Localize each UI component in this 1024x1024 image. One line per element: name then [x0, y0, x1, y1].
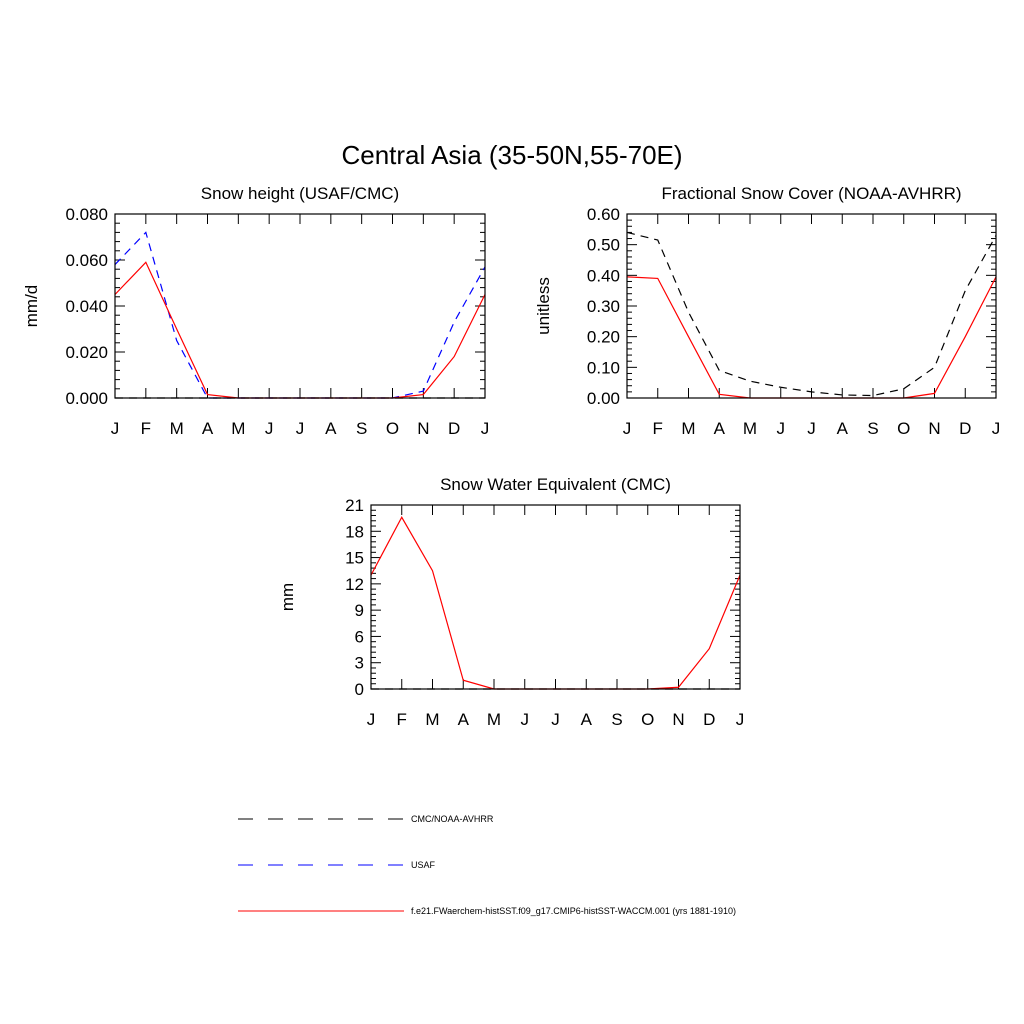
- x-tick-label: M: [231, 419, 245, 438]
- x-tick-label: J: [777, 419, 786, 438]
- y-tick-label: 0.40: [587, 266, 620, 285]
- x-tick-label: A: [458, 710, 470, 729]
- x-tick-label: J: [521, 710, 530, 729]
- x-tick-label: A: [202, 419, 214, 438]
- x-tick-label: J: [265, 419, 274, 438]
- x-tick-label: N: [928, 419, 940, 438]
- x-tick-label: N: [672, 710, 684, 729]
- y-tick-label: 0.060: [65, 251, 108, 270]
- y-tick-label: 0.020: [65, 343, 108, 362]
- panel-title: Snow height (USAF/CMC): [201, 184, 399, 203]
- y-tick-label: 0.30: [587, 297, 620, 316]
- x-tick-label: S: [611, 710, 622, 729]
- x-tick-label: F: [397, 710, 407, 729]
- panel-title: Fractional Snow Cover (NOAA-AVHRR): [661, 184, 961, 203]
- y-tick-label: 0.040: [65, 297, 108, 316]
- y-tick-label: 0.10: [587, 358, 620, 377]
- plot-frame: [114, 213, 486, 399]
- x-tick-label: J: [481, 419, 490, 438]
- x-tick-label: J: [992, 419, 1001, 438]
- x-tick-label: J: [807, 419, 816, 438]
- x-tick-label: A: [714, 419, 726, 438]
- y-axis-label: mm: [278, 583, 297, 611]
- y-tick-label: 3: [355, 654, 364, 673]
- panel-title: Snow Water Equivalent (CMC): [440, 475, 671, 494]
- legend-label: USAF: [411, 860, 436, 870]
- y-tick-label: 18: [345, 522, 364, 541]
- y-tick-label: 0.60: [587, 205, 620, 224]
- x-tick-label: M: [425, 710, 439, 729]
- legend-label: CMC/NOAA-AVHRR: [411, 814, 494, 824]
- x-tick-label: F: [141, 419, 151, 438]
- legend-label: f.e21.FWaerchem-histSST.f09_g17.CMIP6-hi…: [411, 906, 736, 916]
- x-tick-label: D: [703, 710, 715, 729]
- y-tick-label: 0.20: [587, 328, 620, 347]
- panel-snow-height: Snow height (USAF/CMC) mm/d 0.000 0.020 0.04…: [22, 184, 489, 438]
- x-tick-label: S: [867, 419, 878, 438]
- x-tick-label: N: [417, 419, 429, 438]
- x-tick-label: J: [551, 710, 560, 729]
- x-tick-label: O: [386, 419, 399, 438]
- x-tick-label: M: [743, 419, 757, 438]
- figure-title: Central Asia (35-50N,55-70E): [341, 140, 682, 170]
- y-tick-label: 0.00: [587, 389, 620, 408]
- y-tick-label: 0.50: [587, 236, 620, 255]
- series-line-f-e21-fwaerchem-histsst-f09-g1: [626, 276, 997, 399]
- x-tick-label: M: [487, 710, 501, 729]
- x-tick-label: S: [356, 419, 367, 438]
- x-tick-label: O: [897, 419, 910, 438]
- panel-fractional-snow-cover: Fractional Snow Cover (NOAA-AVHRR) unitle…: [534, 184, 1000, 438]
- x-tick-label: F: [653, 419, 663, 438]
- series-line-f-e21-fwaerchem-histsst-f09-g1: [370, 516, 741, 690]
- x-tick-label: D: [959, 419, 971, 438]
- plot-frame: [370, 504, 741, 690]
- x-tick-label: O: [641, 710, 654, 729]
- panel-snow-water-equivalent: Snow Water Equivalent (CMC) mm 0 3 6 9 12 15 18 2…: [278, 475, 744, 729]
- x-tick-label: A: [581, 710, 593, 729]
- y-tick-label: 15: [345, 549, 364, 568]
- y-tick-label: 0.080: [65, 205, 108, 224]
- plot-frame: [626, 213, 997, 399]
- x-tick-label: J: [296, 419, 305, 438]
- y-tick-label: 0.000: [65, 389, 108, 408]
- series-line-cmc-noaa-avhrr: [626, 231, 997, 397]
- legend: CMC/NOAA-AVHRR USAF f.e21.FWaerchem-histSS…: [238, 814, 736, 916]
- x-tick-label: M: [170, 419, 184, 438]
- x-tick-label: A: [325, 419, 337, 438]
- x-tick-label: J: [623, 419, 632, 438]
- x-tick-label: J: [367, 710, 376, 729]
- y-tick-label: 0: [355, 680, 364, 699]
- y-tick-label: 12: [345, 575, 364, 594]
- y-axis-label: mm/d: [22, 285, 41, 328]
- y-tick-label: 21: [345, 496, 364, 515]
- x-tick-label: J: [111, 419, 120, 438]
- y-tick-label: 9: [355, 601, 364, 620]
- y-axis-label: unitless: [534, 277, 553, 335]
- x-tick-label: J: [736, 710, 745, 729]
- x-tick-label: M: [681, 419, 695, 438]
- x-tick-label: A: [837, 419, 849, 438]
- y-tick-label: 6: [355, 627, 364, 646]
- x-tick-label: D: [448, 419, 460, 438]
